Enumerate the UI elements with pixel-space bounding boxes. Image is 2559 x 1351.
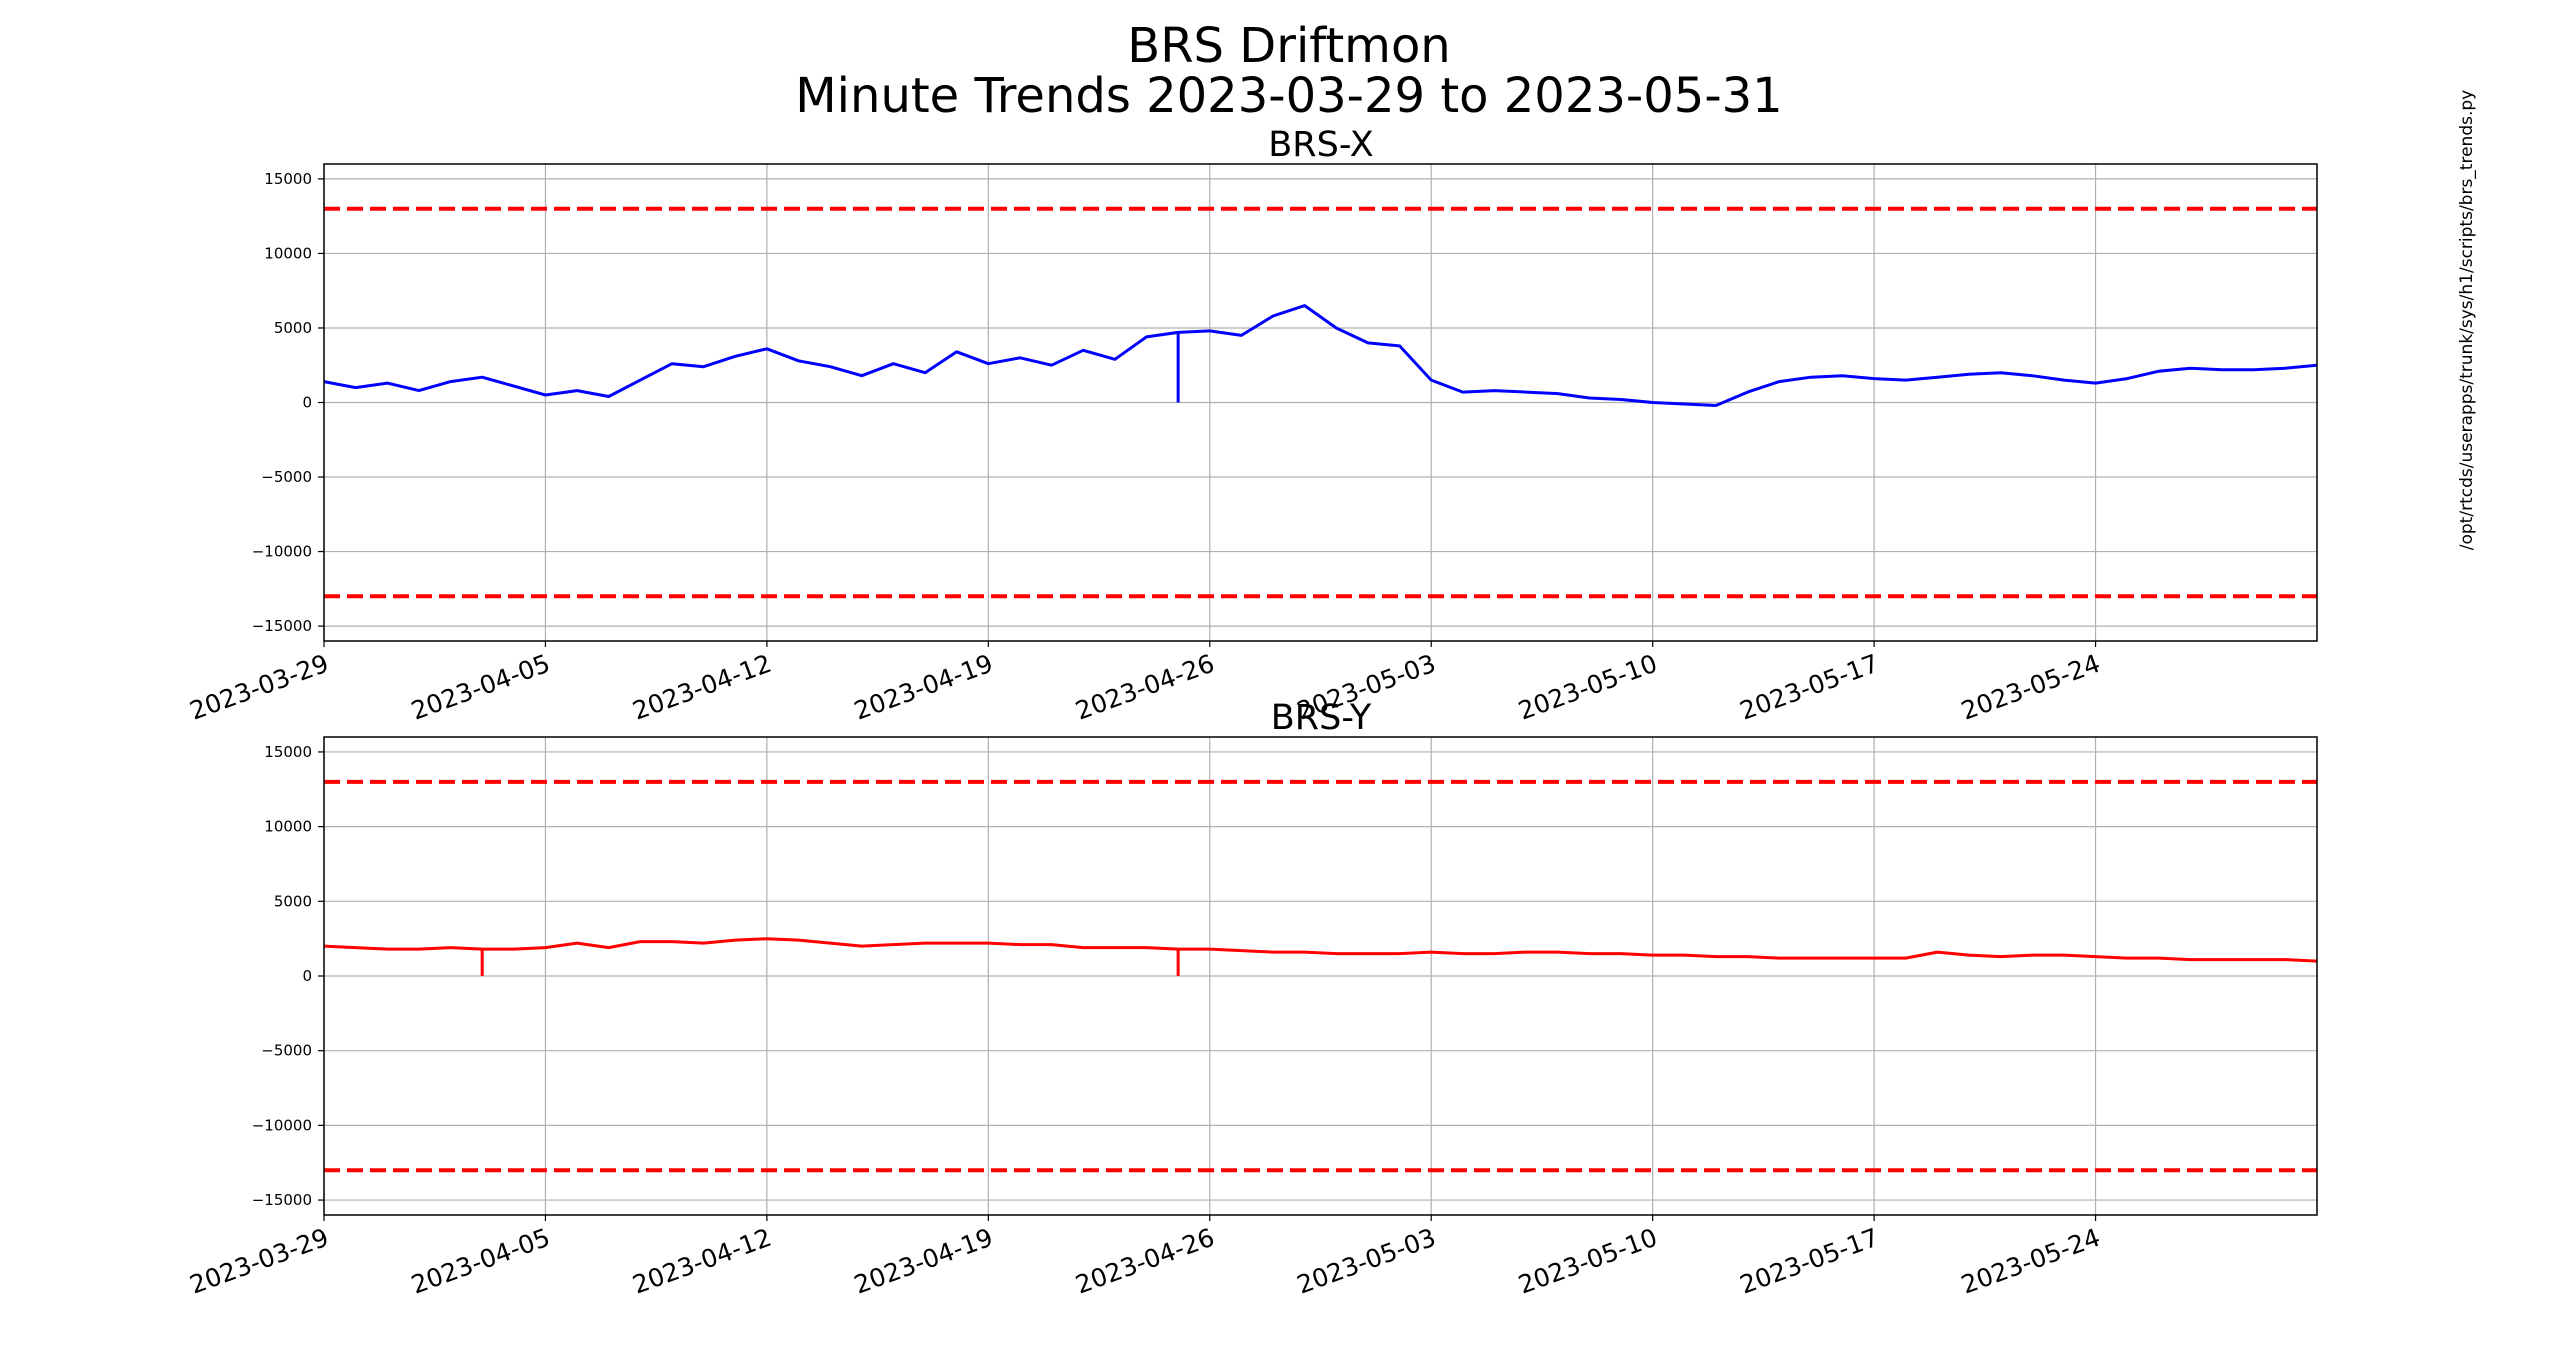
x-tick-label: 2023-05-10: [1515, 649, 1661, 726]
x-tick-label: 2023-04-05: [407, 649, 553, 726]
x-tick-label: 2023-04-12: [629, 1223, 775, 1300]
subplot-title: BRS-Y: [1271, 698, 1372, 738]
y-tick-label: 15000: [264, 170, 312, 188]
y-tick-label: −5000: [261, 468, 312, 486]
y-tick-label: 10000: [264, 818, 312, 836]
x-tick-label: 2023-04-26: [1072, 649, 1218, 726]
x-tick-label: 2023-05-10: [1515, 1223, 1661, 1300]
figure-title-line-1: BRS Driftmon: [1127, 18, 1450, 74]
grid-group: [323, 164, 2317, 641]
y-tick-label: −5000: [261, 1042, 312, 1060]
y-tick-label: 0: [302, 967, 312, 985]
subplot-brs-x: BRS-X −15000 −10000 −5000 0 5000 10000 15000 20…: [186, 125, 2318, 726]
subplot-title: BRS-X: [1268, 125, 1373, 165]
y-tick-label: 5000: [274, 892, 312, 910]
y-tick-label: −10000: [252, 543, 312, 561]
x-tick-label: 2023-03-29: [186, 1223, 332, 1300]
y-tick-label: −10000: [252, 1116, 312, 1134]
x-tick-label: 2023-04-19: [850, 1223, 996, 1300]
limit-line-group: [324, 779, 2317, 1173]
x-tick-label: 2023-04-26: [1072, 1223, 1218, 1300]
series-group: [323, 937, 2318, 976]
series-group: [323, 304, 2318, 407]
figure-title-line-2: Minute Trends 2023-03-29 to 2023-05-31: [795, 68, 1782, 124]
x-tick-label: 2023-05-03: [1293, 1223, 1439, 1300]
x-tick-label: 2023-04-12: [629, 649, 775, 726]
x-tick-label: 2023-05-24: [1957, 649, 2103, 726]
series-line: [323, 937, 2318, 963]
script-path-label: /opt/rtcds/userapps/trunk/sys/h1/scripts…: [2457, 90, 2477, 550]
limit-line-group: [324, 206, 2317, 599]
y-tick-label: 5000: [274, 319, 312, 337]
y-tick-label: −15000: [252, 1191, 312, 1209]
x-tick-label: 2023-03-29: [186, 649, 332, 726]
x-tick-label: 2023-05-24: [1957, 1223, 2103, 1300]
series-line: [323, 304, 2318, 407]
x-tick-label: 2023-05-17: [1736, 649, 1882, 726]
grid-group: [323, 737, 2317, 1215]
y-tick-label: 10000: [264, 244, 312, 262]
y-tick-label: 0: [302, 394, 312, 412]
x-tick-label: 2023-04-05: [407, 1223, 553, 1300]
y-tick-label: −15000: [252, 617, 312, 635]
x-tick-label: 2023-04-19: [850, 649, 996, 726]
subplot-brs-y: BRS-Y −15000 −10000 −5000 0 5000 10000 15000 20…: [186, 698, 2318, 1300]
y-tick-label: 15000: [264, 743, 312, 761]
x-tick-label: 2023-05-17: [1736, 1223, 1882, 1300]
